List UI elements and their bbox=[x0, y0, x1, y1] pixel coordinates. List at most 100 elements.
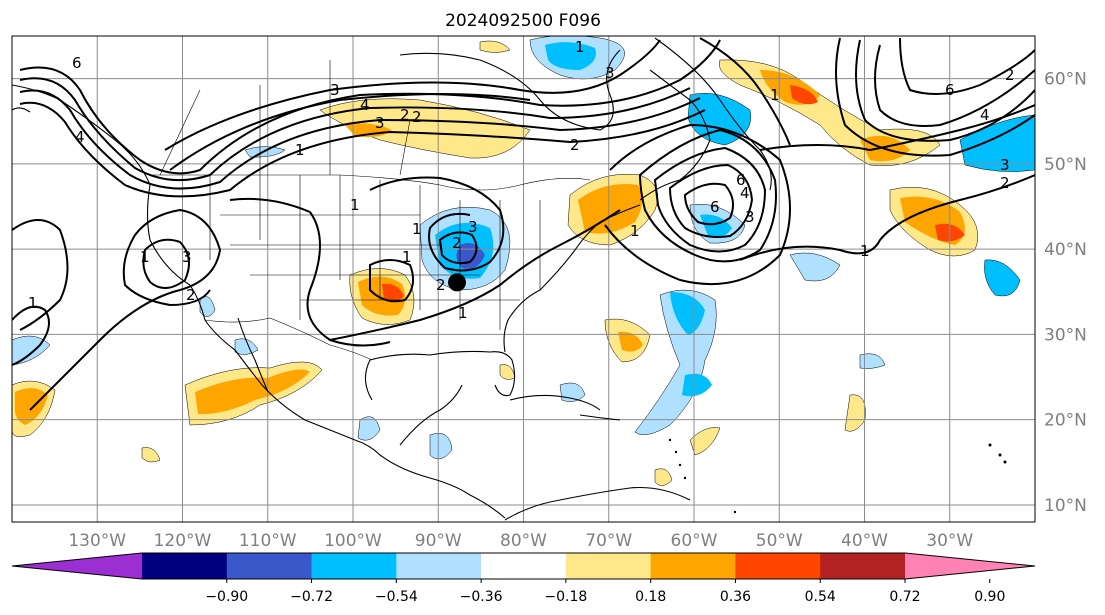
contour-label: 2 bbox=[1000, 174, 1010, 192]
contour-label: 6 bbox=[72, 54, 82, 72]
contour-west-2 bbox=[12, 305, 50, 366]
hispaniola bbox=[579, 414, 621, 421]
gulf-coastline bbox=[364, 350, 516, 401]
colorbar-swatch bbox=[396, 553, 482, 579]
colorbar-tick-label: −0.18 bbox=[544, 589, 587, 605]
neg-area-mexico-b bbox=[234, 338, 259, 355]
dot-marker-icon bbox=[448, 273, 467, 292]
colorbar-extend-low bbox=[12, 553, 142, 579]
pos-core-bermuda bbox=[618, 331, 643, 352]
pos-core-mexico-pacific bbox=[195, 369, 310, 415]
contour-jet-2 bbox=[19, 77, 691, 182]
longitude-tick-label: 110°W bbox=[239, 531, 297, 551]
contour-label: 2 bbox=[452, 234, 462, 252]
contour-label: 1 bbox=[140, 248, 150, 266]
contour-atlantic-low-1 bbox=[638, 128, 777, 263]
latitude-tick-label: 10°N bbox=[1044, 496, 1087, 516]
contour-label: 6 bbox=[710, 198, 720, 216]
contour-plains-1 bbox=[229, 197, 391, 347]
us-mexico-border bbox=[204, 317, 373, 361]
graticule bbox=[12, 36, 1035, 522]
contour-label: 3 bbox=[375, 114, 385, 132]
contour-southwest-1 bbox=[29, 208, 222, 411]
colorbar-tick-label: −0.36 bbox=[460, 589, 503, 605]
latitude-tick-label: 60°N bbox=[1044, 70, 1087, 90]
colorbar-tick-label: −0.90 bbox=[205, 589, 248, 605]
longitude-tick-labels: 130°W 120°W 110°W 100°W 90°W 80°W 70°W 60°W 50°W… bbox=[68, 531, 973, 551]
contour-atlantic-east-2 bbox=[759, 104, 1035, 152]
colorbar: −0.90 −0.72 −0.54 −0.36 −0.18 0.18 0.36 0.54 0.7… bbox=[11, 552, 1036, 605]
contour-west-1 bbox=[12, 219, 69, 331]
neg-area-caribbean-a bbox=[357, 416, 381, 441]
colorbar-swatch bbox=[735, 553, 821, 579]
contour-label: 2 bbox=[436, 276, 446, 294]
contour-atlantic-east-3 bbox=[874, 44, 1035, 127]
neg-core-gulfstream bbox=[700, 214, 732, 237]
longitude-tick-label: 50°W bbox=[756, 531, 803, 551]
nova-scotia-labrador bbox=[639, 69, 711, 201]
contour-label: 1 bbox=[402, 248, 412, 266]
contour-label: 4 bbox=[360, 96, 370, 114]
longitude-tick-label: 30°W bbox=[926, 531, 973, 551]
contour-label: 3 bbox=[745, 208, 755, 226]
contour-label: 2 bbox=[400, 106, 410, 124]
contour-label: 4 bbox=[75, 128, 85, 146]
contour-label: 1 bbox=[575, 38, 585, 56]
map-frame bbox=[11, 35, 1036, 523]
contour-label: 1 bbox=[28, 294, 38, 312]
colorbar-swatch bbox=[650, 553, 736, 579]
contour-atlantic-low-4 bbox=[683, 182, 735, 226]
neg-core-subtropical-b bbox=[682, 373, 712, 397]
contour-label: 1 bbox=[295, 141, 305, 159]
neg-area-atlantic-a bbox=[789, 252, 841, 282]
pos-core-new-england bbox=[578, 184, 643, 234]
colorbar-swatch bbox=[311, 553, 397, 579]
contour-label: 1 bbox=[458, 304, 468, 322]
figure-title: 2024092500 F096 bbox=[445, 11, 601, 31]
contour-label: 1 bbox=[770, 86, 780, 104]
contour-label: 2 bbox=[186, 286, 196, 304]
contour-atlantic-east-4 bbox=[855, 39, 1035, 142]
state-borders bbox=[209, 175, 541, 330]
neg-area-mexico-a bbox=[199, 296, 216, 317]
small-islands bbox=[668, 438, 1007, 514]
longitude-tick-label: 100°W bbox=[324, 531, 382, 551]
pos-area-hudson bbox=[479, 40, 511, 53]
neg-area-caribbean-b bbox=[429, 433, 453, 460]
aleutians bbox=[12, 107, 31, 113]
longitude-tick-label: 90°W bbox=[415, 531, 462, 551]
contour-label: 3 bbox=[182, 248, 192, 266]
longitude-tick-label: 70°W bbox=[585, 531, 632, 551]
longitude-tick-label: 40°W bbox=[841, 531, 888, 551]
colorbar-tick-label: 0.72 bbox=[889, 589, 920, 605]
contour-label: 2 bbox=[412, 108, 422, 126]
contour-label: 1 bbox=[350, 196, 360, 214]
longitude-tick-label: 130°W bbox=[68, 531, 126, 551]
contour-atlantic-east-6 bbox=[899, 37, 1035, 95]
neg-core-labrador bbox=[545, 42, 596, 70]
colorbar-outline bbox=[11, 552, 1036, 580]
contour-atlantic-low-5 bbox=[604, 123, 791, 286]
neg-core-subtropical-a bbox=[670, 292, 705, 335]
contour-lines bbox=[12, 37, 1035, 411]
contour-label: 1 bbox=[630, 222, 640, 240]
map-panel: 6 4 3 2 1 2 1 6 4 6 4 3 2 1 1 3 2 1 2 3 bbox=[11, 35, 1087, 551]
contour-atlantic-low-2 bbox=[653, 146, 767, 253]
contour-label: 1 bbox=[860, 242, 870, 260]
borders bbox=[150, 60, 591, 361]
pos-area-pacific-small bbox=[141, 447, 161, 463]
contour-label: 6 bbox=[945, 81, 955, 99]
contour-label: 4 bbox=[980, 106, 990, 124]
pos-core-southern-plains bbox=[382, 283, 404, 303]
contour-east-1 bbox=[329, 209, 621, 341]
contour-label: 3 bbox=[605, 64, 615, 82]
us-canada-border bbox=[150, 174, 591, 191]
longitude-tick-label: 80°W bbox=[500, 531, 547, 551]
contour-label: 2 bbox=[1005, 66, 1015, 84]
colorbar-swatch bbox=[142, 553, 228, 579]
contour-lakes-1 bbox=[369, 176, 505, 272]
hudson-bay bbox=[399, 49, 621, 131]
yucatan bbox=[399, 384, 463, 446]
baja-california bbox=[237, 317, 269, 393]
colorbar-swatch bbox=[565, 553, 652, 579]
